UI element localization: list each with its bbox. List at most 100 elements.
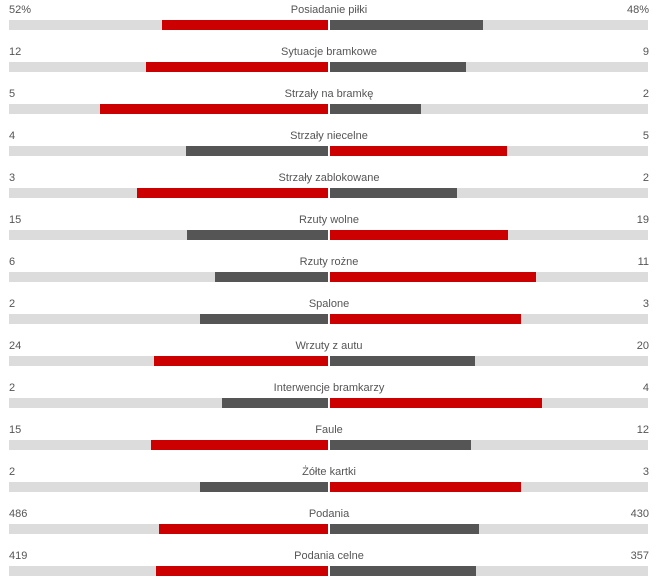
away-fill	[330, 356, 475, 366]
home-fill	[221, 398, 328, 408]
home-track	[9, 524, 328, 534]
comparison-bar	[9, 188, 648, 198]
stat-header: 24 Wrzuty z autu 20	[0, 339, 661, 353]
stat-header: 3 Strzały zablokowane 2	[0, 171, 661, 185]
away-value: 20	[636, 340, 649, 352]
stat-label: Strzały zablokowane	[278, 172, 380, 184]
away-fill	[330, 272, 536, 282]
home-fill	[100, 104, 328, 114]
stat-label: Strzały niecelne	[290, 130, 368, 142]
home-value: 2	[9, 382, 16, 394]
stat-header: 12 Sytuacje bramkowe 9	[0, 45, 661, 59]
home-value: 5	[9, 88, 16, 100]
stat-label: Posiadanie piłki	[290, 4, 368, 16]
away-value: 19	[636, 214, 649, 226]
stat-label: Faule	[315, 424, 343, 436]
away-value: 9	[642, 46, 649, 58]
comparison-bar	[9, 398, 648, 408]
away-fill	[330, 188, 458, 198]
stat-header: 52% Posiadanie piłki 48%	[0, 3, 661, 17]
stat-row: 52% Posiadanie piłki 48%	[0, 0, 661, 42]
stat-header: 15 Rzuty wolne 19	[0, 213, 661, 227]
stat-header: 486 Podania 430	[0, 507, 661, 521]
stat-label: Spalone	[308, 298, 350, 310]
stat-label: Wrzuty z autu	[295, 340, 363, 352]
stat-row: 5 Strzały na bramkę 2	[0, 84, 661, 126]
home-value: 419	[9, 550, 28, 562]
away-fill	[330, 62, 467, 72]
comparison-bar	[9, 566, 648, 576]
home-fill	[200, 314, 328, 324]
away-value: 5	[642, 130, 649, 142]
comparison-bar	[9, 272, 648, 282]
away-value: 2	[642, 88, 649, 100]
stat-row: 2 Interwencje bramkarzy 4	[0, 378, 661, 420]
home-value: 6	[9, 256, 16, 268]
stat-label: Sytuacje bramkowe	[281, 46, 377, 58]
away-fill	[330, 314, 521, 324]
stat-label: Podania	[308, 508, 350, 520]
home-fill	[158, 524, 328, 534]
away-track	[330, 230, 648, 240]
stat-row: 15 Rzuty wolne 19	[0, 210, 661, 252]
away-value: 48%	[626, 4, 649, 16]
away-value: 11	[637, 256, 649, 268]
home-track	[9, 104, 328, 114]
home-fill	[200, 482, 328, 492]
away-value: 357	[630, 550, 649, 562]
away-track	[330, 272, 648, 282]
stat-header: 6 Rzuty rożne 11	[0, 255, 661, 269]
stat-row: 15 Faule 12	[0, 420, 661, 462]
away-fill	[330, 524, 480, 534]
stat-header: 2 Spalone 3	[0, 297, 661, 311]
home-track	[9, 62, 328, 72]
stat-label: Rzuty rożne	[299, 256, 359, 268]
home-track	[9, 398, 328, 408]
stat-header: 2 Żółte kartki 3	[0, 465, 661, 479]
home-value: 2	[9, 298, 16, 310]
stat-row: 24 Wrzuty z autu 20	[0, 336, 661, 378]
away-fill	[330, 20, 483, 30]
away-track	[330, 524, 648, 534]
comparison-bar	[9, 20, 648, 30]
away-fill	[330, 566, 477, 576]
away-track	[330, 188, 648, 198]
away-value: 430	[630, 508, 649, 520]
stat-header: 419 Podania celne 357	[0, 549, 661, 563]
stat-row: 486 Podania 430	[0, 504, 661, 546]
home-value: 3	[9, 172, 16, 184]
comparison-bar	[9, 146, 648, 156]
away-fill	[330, 398, 543, 408]
home-track	[9, 482, 328, 492]
home-fill	[145, 62, 328, 72]
home-value: 2	[9, 466, 16, 478]
away-track	[330, 20, 648, 30]
home-fill	[136, 188, 328, 198]
home-track	[9, 314, 328, 324]
comparison-bar	[9, 524, 648, 534]
away-value: 12	[636, 424, 649, 436]
away-fill	[330, 482, 521, 492]
comparison-bar	[9, 440, 648, 450]
comparison-bar	[9, 314, 648, 324]
home-fill	[150, 440, 328, 450]
stat-row: 2 Żółte kartki 3	[0, 462, 661, 504]
stat-row: 2 Spalone 3	[0, 294, 661, 336]
comparison-bar	[9, 104, 648, 114]
away-track	[330, 398, 648, 408]
stat-label: Rzuty wolne	[299, 214, 359, 226]
stat-header: 15 Faule 12	[0, 423, 661, 437]
away-track	[330, 482, 648, 492]
away-track	[330, 146, 648, 156]
away-value: 2	[642, 172, 649, 184]
home-track	[9, 272, 328, 282]
home-track	[9, 146, 328, 156]
home-value: 52%	[9, 4, 32, 16]
home-value: 4	[9, 130, 16, 142]
home-fill	[186, 146, 328, 156]
home-value: 486	[9, 508, 28, 520]
away-track	[330, 314, 648, 324]
home-fill	[215, 272, 328, 282]
home-track	[9, 20, 328, 30]
